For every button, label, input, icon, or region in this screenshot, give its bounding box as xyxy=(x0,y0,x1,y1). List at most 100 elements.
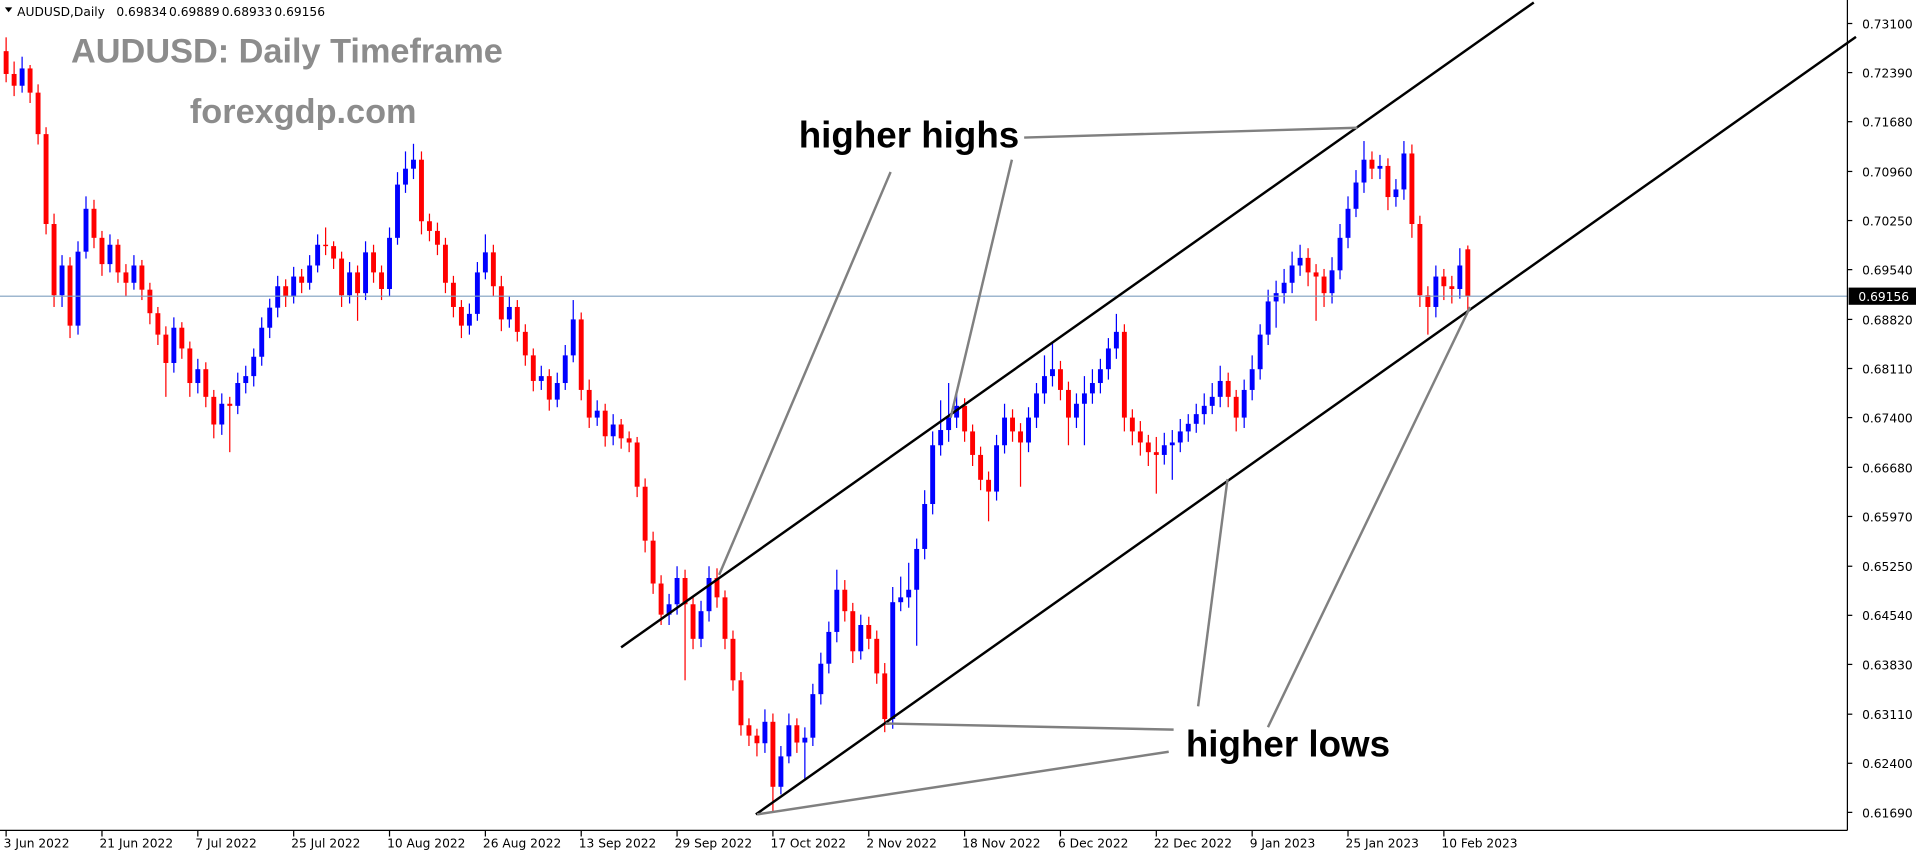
candle-body xyxy=(27,68,33,93)
candle-body xyxy=(251,356,257,377)
candle-body xyxy=(1209,396,1215,406)
candle-body xyxy=(882,673,888,720)
candle-body xyxy=(986,479,992,492)
candle-body xyxy=(778,756,784,787)
candle-body xyxy=(938,430,944,446)
candle-body xyxy=(786,725,792,757)
candle-body xyxy=(1233,396,1239,418)
candle-body xyxy=(1105,348,1111,370)
candle-body xyxy=(1034,393,1039,418)
candle-body xyxy=(283,286,289,297)
candle-body xyxy=(267,307,273,328)
candle-body xyxy=(458,306,464,326)
candle-body xyxy=(698,611,704,639)
plot-area xyxy=(0,37,1848,812)
candle-body xyxy=(842,589,848,612)
y-tick-label: 0.63830 xyxy=(1862,658,1913,672)
candle-body xyxy=(690,604,696,639)
candle-body xyxy=(1417,224,1423,296)
candle-body xyxy=(1289,265,1295,283)
pointer xyxy=(1196,478,1229,707)
pointers xyxy=(717,126,1472,816)
candle-body xyxy=(1321,276,1327,294)
pointer xyxy=(717,171,892,576)
candle-body xyxy=(1089,383,1095,394)
candle-body xyxy=(1018,431,1023,443)
candle-body xyxy=(1137,431,1143,443)
header-close: 0.69156 xyxy=(274,5,325,19)
candle-body xyxy=(602,410,608,437)
candle-body xyxy=(930,445,936,505)
candle-body xyxy=(1145,442,1151,453)
candle-body xyxy=(722,597,728,639)
candle-body xyxy=(858,625,864,652)
y-tick-label: 0.71680 xyxy=(1862,116,1913,130)
x-tick-label: 26 Aug 2022 xyxy=(483,837,561,850)
pointer xyxy=(1024,126,1358,139)
candle-body xyxy=(347,272,353,296)
x-tick-label: 10 Aug 2022 xyxy=(387,837,465,850)
candle-body xyxy=(994,445,1000,492)
candle-body xyxy=(834,589,840,632)
y-tick-label: 0.73100 xyxy=(1862,17,1913,31)
candle-body xyxy=(1377,165,1383,169)
candle-body xyxy=(1337,237,1343,271)
candle-body xyxy=(1265,301,1271,335)
candle-body xyxy=(634,442,640,487)
candle-body xyxy=(227,403,233,406)
candle-body xyxy=(922,504,928,549)
x-tick-label: 25 Jul 2022 xyxy=(291,837,360,850)
candle-body xyxy=(1050,369,1055,377)
candle-body xyxy=(946,417,952,431)
y-tick-label: 0.62400 xyxy=(1862,757,1913,771)
candle-body xyxy=(554,383,560,400)
candle-body xyxy=(179,327,185,349)
candle-body xyxy=(307,265,313,283)
chart-subtitle: forexgdp.com xyxy=(190,93,417,131)
candle-body xyxy=(155,313,161,335)
candle-body xyxy=(626,438,632,443)
candle-body xyxy=(706,577,712,612)
x-tick-label: 13 Sep 2022 xyxy=(579,837,657,850)
candle-body xyxy=(163,334,169,363)
candle-body xyxy=(203,369,209,397)
x-tick-label: 10 Feb 2023 xyxy=(1441,837,1517,850)
candle-body xyxy=(1369,159,1375,169)
candle-body xyxy=(642,486,648,541)
candle-body xyxy=(275,286,281,308)
candle-body xyxy=(259,327,265,357)
candle-body xyxy=(650,540,656,584)
candle-body xyxy=(1449,286,1455,289)
candle-body xyxy=(1353,182,1359,209)
candle-body xyxy=(99,237,105,265)
candle-body xyxy=(730,638,736,681)
candle-body xyxy=(1249,369,1255,390)
candle-body xyxy=(1193,414,1199,424)
header-open: 0.69834 xyxy=(116,5,167,19)
candle-body xyxy=(219,403,225,425)
candle-body xyxy=(1273,293,1279,302)
candle-body xyxy=(35,92,41,135)
candle-body xyxy=(1345,208,1351,238)
candle-body xyxy=(874,638,880,674)
candle-body xyxy=(450,282,456,307)
header: AUDUSD,Daily 0.69834 0.69889 0.68933 0.6… xyxy=(4,5,325,19)
header-low: 0.68933 xyxy=(222,5,273,19)
candle-body xyxy=(1225,380,1231,397)
price-label-box xyxy=(1848,287,1916,305)
candle-body xyxy=(291,276,297,297)
candle-body xyxy=(770,721,776,787)
candle-body xyxy=(419,159,424,222)
candle-body xyxy=(171,327,177,363)
y-tick-label: 0.68110 xyxy=(1862,362,1913,376)
x-tick-label: 29 Sep 2022 xyxy=(675,837,753,850)
candle-body xyxy=(1313,272,1319,277)
candle-body xyxy=(666,604,672,615)
candle-body xyxy=(906,589,912,598)
candle-body xyxy=(802,737,808,743)
x-tick-label: 21 Jun 2022 xyxy=(100,837,174,850)
candle-body xyxy=(59,265,65,296)
x-tick-label: 3 Jun 2022 xyxy=(4,837,70,850)
